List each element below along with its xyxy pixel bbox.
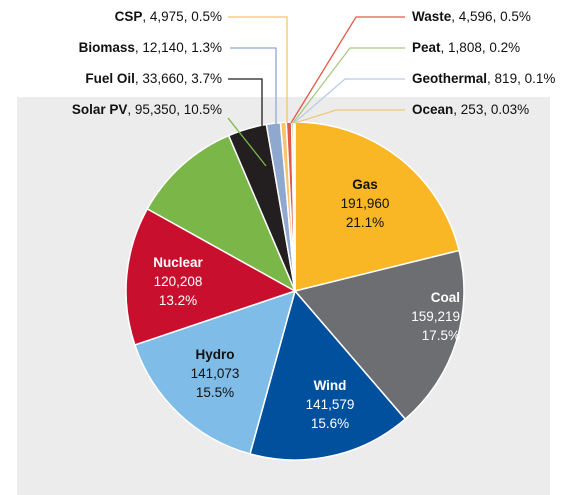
slice-label: Wind 141,579 15.6% xyxy=(306,378,355,431)
slice-percent: 13.2% xyxy=(159,293,197,308)
slice-label: Peat, 1,808, 0.2% xyxy=(412,40,520,55)
slice-value: 191,960 xyxy=(341,196,390,211)
separator: , xyxy=(184,40,192,55)
slice-value: 141,579 xyxy=(306,397,355,412)
separator: , xyxy=(487,71,495,86)
leader-line xyxy=(227,117,267,167)
separator: , xyxy=(127,102,135,117)
separator: , xyxy=(441,40,449,55)
separator: , xyxy=(482,40,490,55)
leader-line xyxy=(290,16,405,124)
slice-label: Fuel Oil, 33,660, 3.7% xyxy=(85,71,222,86)
leader-line xyxy=(293,78,405,124)
slice-name: Nuclear xyxy=(153,255,203,270)
slice-percent: 0.5% xyxy=(500,9,531,24)
slice-name: Wind xyxy=(314,378,347,393)
slice-value: 159,219 xyxy=(411,309,460,324)
separator: , xyxy=(184,71,192,86)
slice-label: Geothermal, 819, 0.1% xyxy=(412,71,555,86)
slice-label: Waste, 4,596, 0.5% xyxy=(412,9,531,24)
pie-slice xyxy=(125,207,297,346)
slice-label: Hydro 141,073 15.5% xyxy=(191,347,240,400)
slice-label: Gas 191,960 21.1% xyxy=(341,177,390,230)
slice-value: 33,660 xyxy=(142,71,183,86)
separator: , xyxy=(451,9,459,24)
slice-value: 819 xyxy=(495,71,518,86)
slice-value: 12,140 xyxy=(142,40,183,55)
slice-value: 141,073 xyxy=(191,366,240,381)
slice-label: Solar PV, 95,350, 10.5% xyxy=(72,102,222,117)
pie-slice xyxy=(146,134,297,293)
slice-percent: 17.5% xyxy=(422,328,460,343)
separator: , xyxy=(135,71,143,86)
slice-name: Biomass xyxy=(79,40,135,55)
slice-value: 1,808 xyxy=(448,40,482,55)
slice-name: Fuel Oil xyxy=(85,71,135,86)
pie-slice xyxy=(249,289,407,461)
slice-percent: 1.3% xyxy=(191,40,222,55)
slice-percent: 0.2% xyxy=(489,40,520,55)
slice-percent: 0.5% xyxy=(191,9,222,24)
slice-label: Ocean, 253, 0.03% xyxy=(412,102,529,117)
separator: , xyxy=(483,102,491,117)
slice-name: Gas xyxy=(352,177,378,192)
separator: , xyxy=(517,71,525,86)
slice-percent: 21.1% xyxy=(346,215,384,230)
slice-label: Nuclear 120,208 13.2% xyxy=(153,255,203,308)
leader-line xyxy=(294,109,405,124)
slice-percent: 3.7% xyxy=(191,71,222,86)
slice-name: CSP xyxy=(115,9,143,24)
slice-percent: 10.5% xyxy=(184,102,222,117)
separator: , xyxy=(176,102,184,117)
slice-name: Ocean xyxy=(412,102,453,117)
slice-percent: 0.1% xyxy=(525,71,556,86)
slice-label: CSP, 4,975, 0.5% xyxy=(115,9,222,24)
leader-line xyxy=(292,47,405,124)
separator: , xyxy=(184,9,192,24)
separator: , xyxy=(142,9,150,24)
slice-name: Waste xyxy=(412,9,452,24)
slice-percent: 0.03% xyxy=(491,102,529,117)
slice-name: Peat xyxy=(412,40,441,55)
slice-value: 4,596 xyxy=(459,9,493,24)
leader-line xyxy=(228,16,288,123)
leader-line xyxy=(228,78,263,129)
separator: , xyxy=(135,40,143,55)
slice-value: 95,350 xyxy=(135,102,176,117)
slice-percent: 15.6% xyxy=(311,416,349,431)
slice-value: 4,975 xyxy=(150,9,184,24)
slice-value: 253 xyxy=(461,102,484,117)
slice-name: Solar PV xyxy=(72,102,128,117)
separator: , xyxy=(453,102,461,117)
slice-label: Coal 159,219 17.5% xyxy=(411,290,460,343)
leader-line xyxy=(230,47,277,125)
pie-slice xyxy=(294,121,460,292)
slice-percent: 15.5% xyxy=(196,385,234,400)
slice-name: Hydro xyxy=(195,347,234,362)
separator: , xyxy=(493,9,501,24)
slice-name: Geothermal xyxy=(412,71,487,86)
pie-slice xyxy=(293,249,465,421)
slice-value: 120,208 xyxy=(154,274,203,289)
slice-label: Biomass, 12,140, 1.3% xyxy=(79,40,222,55)
slice-name: Coal xyxy=(431,290,460,305)
